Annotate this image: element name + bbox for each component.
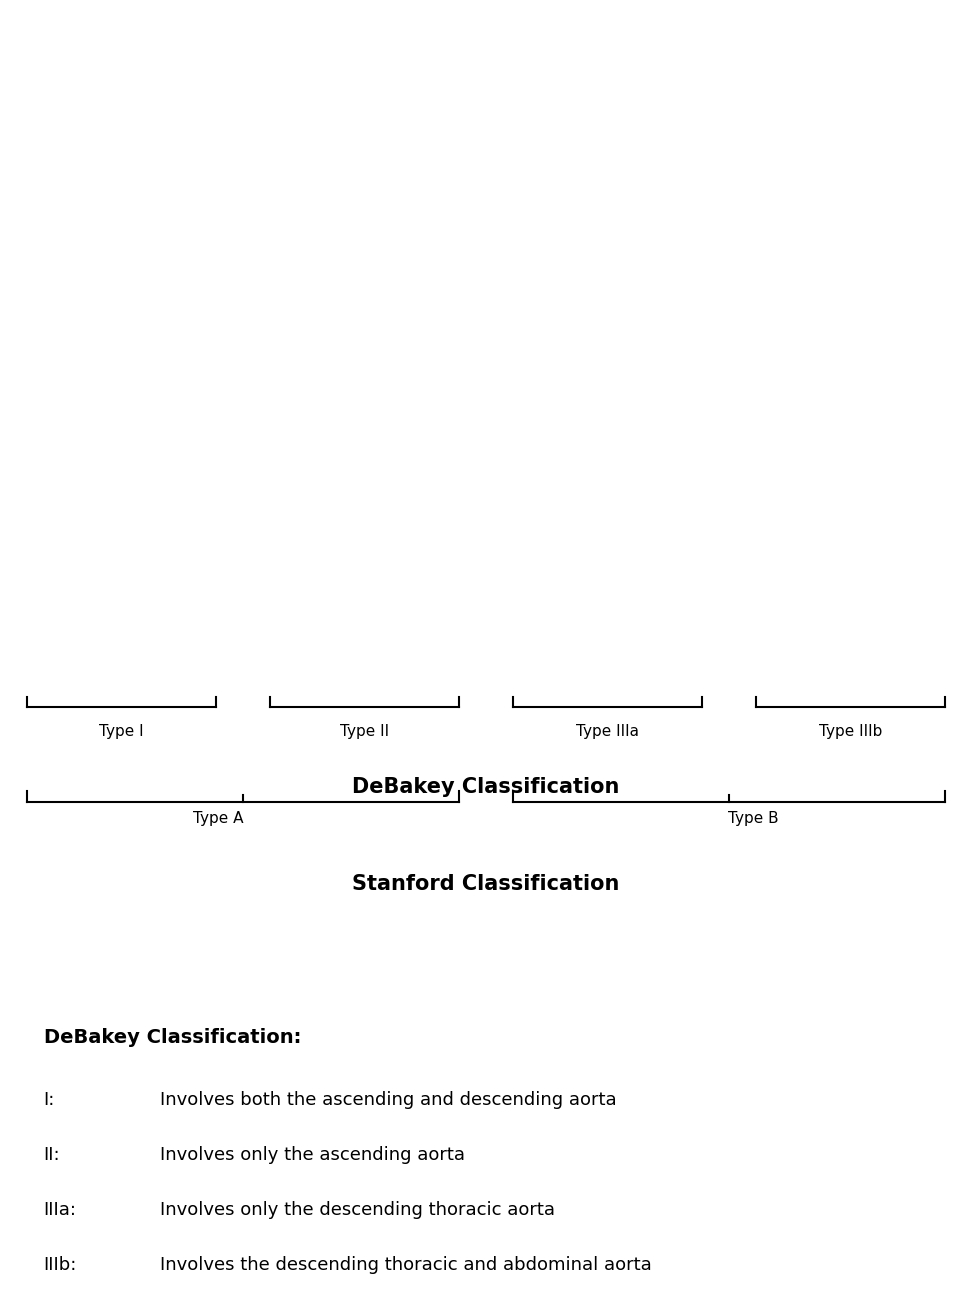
Text: IIIa:: IIIa: [44,1201,77,1220]
Text: Type I: Type I [99,724,144,739]
Text: II:: II: [44,1146,60,1165]
Text: Type B: Type B [728,811,779,825]
Text: Type IIIa: Type IIIa [576,724,639,739]
Text: Stanford Classification: Stanford Classification [352,874,620,893]
Text: I:: I: [44,1091,55,1110]
Text: Involves the descending thoracic and abdominal aorta: Involves the descending thoracic and abd… [160,1256,652,1275]
Text: Type A: Type A [193,811,244,825]
Text: DeBakey Classification: DeBakey Classification [352,777,620,796]
Text: Involves only the ascending aorta: Involves only the ascending aorta [160,1146,466,1165]
Text: Involves only the descending thoracic aorta: Involves only the descending thoracic ao… [160,1201,555,1220]
Text: DeBakey Classification:: DeBakey Classification: [44,1028,301,1048]
Text: Type IIIb: Type IIIb [818,724,883,739]
Text: Involves both the ascending and descending aorta: Involves both the ascending and descendi… [160,1091,617,1110]
Text: IIIb:: IIIb: [44,1256,77,1275]
Text: Type II: Type II [340,724,389,739]
